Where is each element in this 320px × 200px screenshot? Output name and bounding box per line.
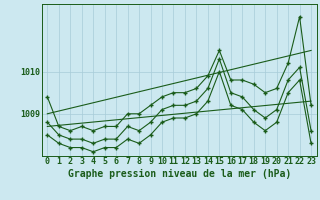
X-axis label: Graphe pression niveau de la mer (hPa): Graphe pression niveau de la mer (hPa) — [68, 169, 291, 179]
